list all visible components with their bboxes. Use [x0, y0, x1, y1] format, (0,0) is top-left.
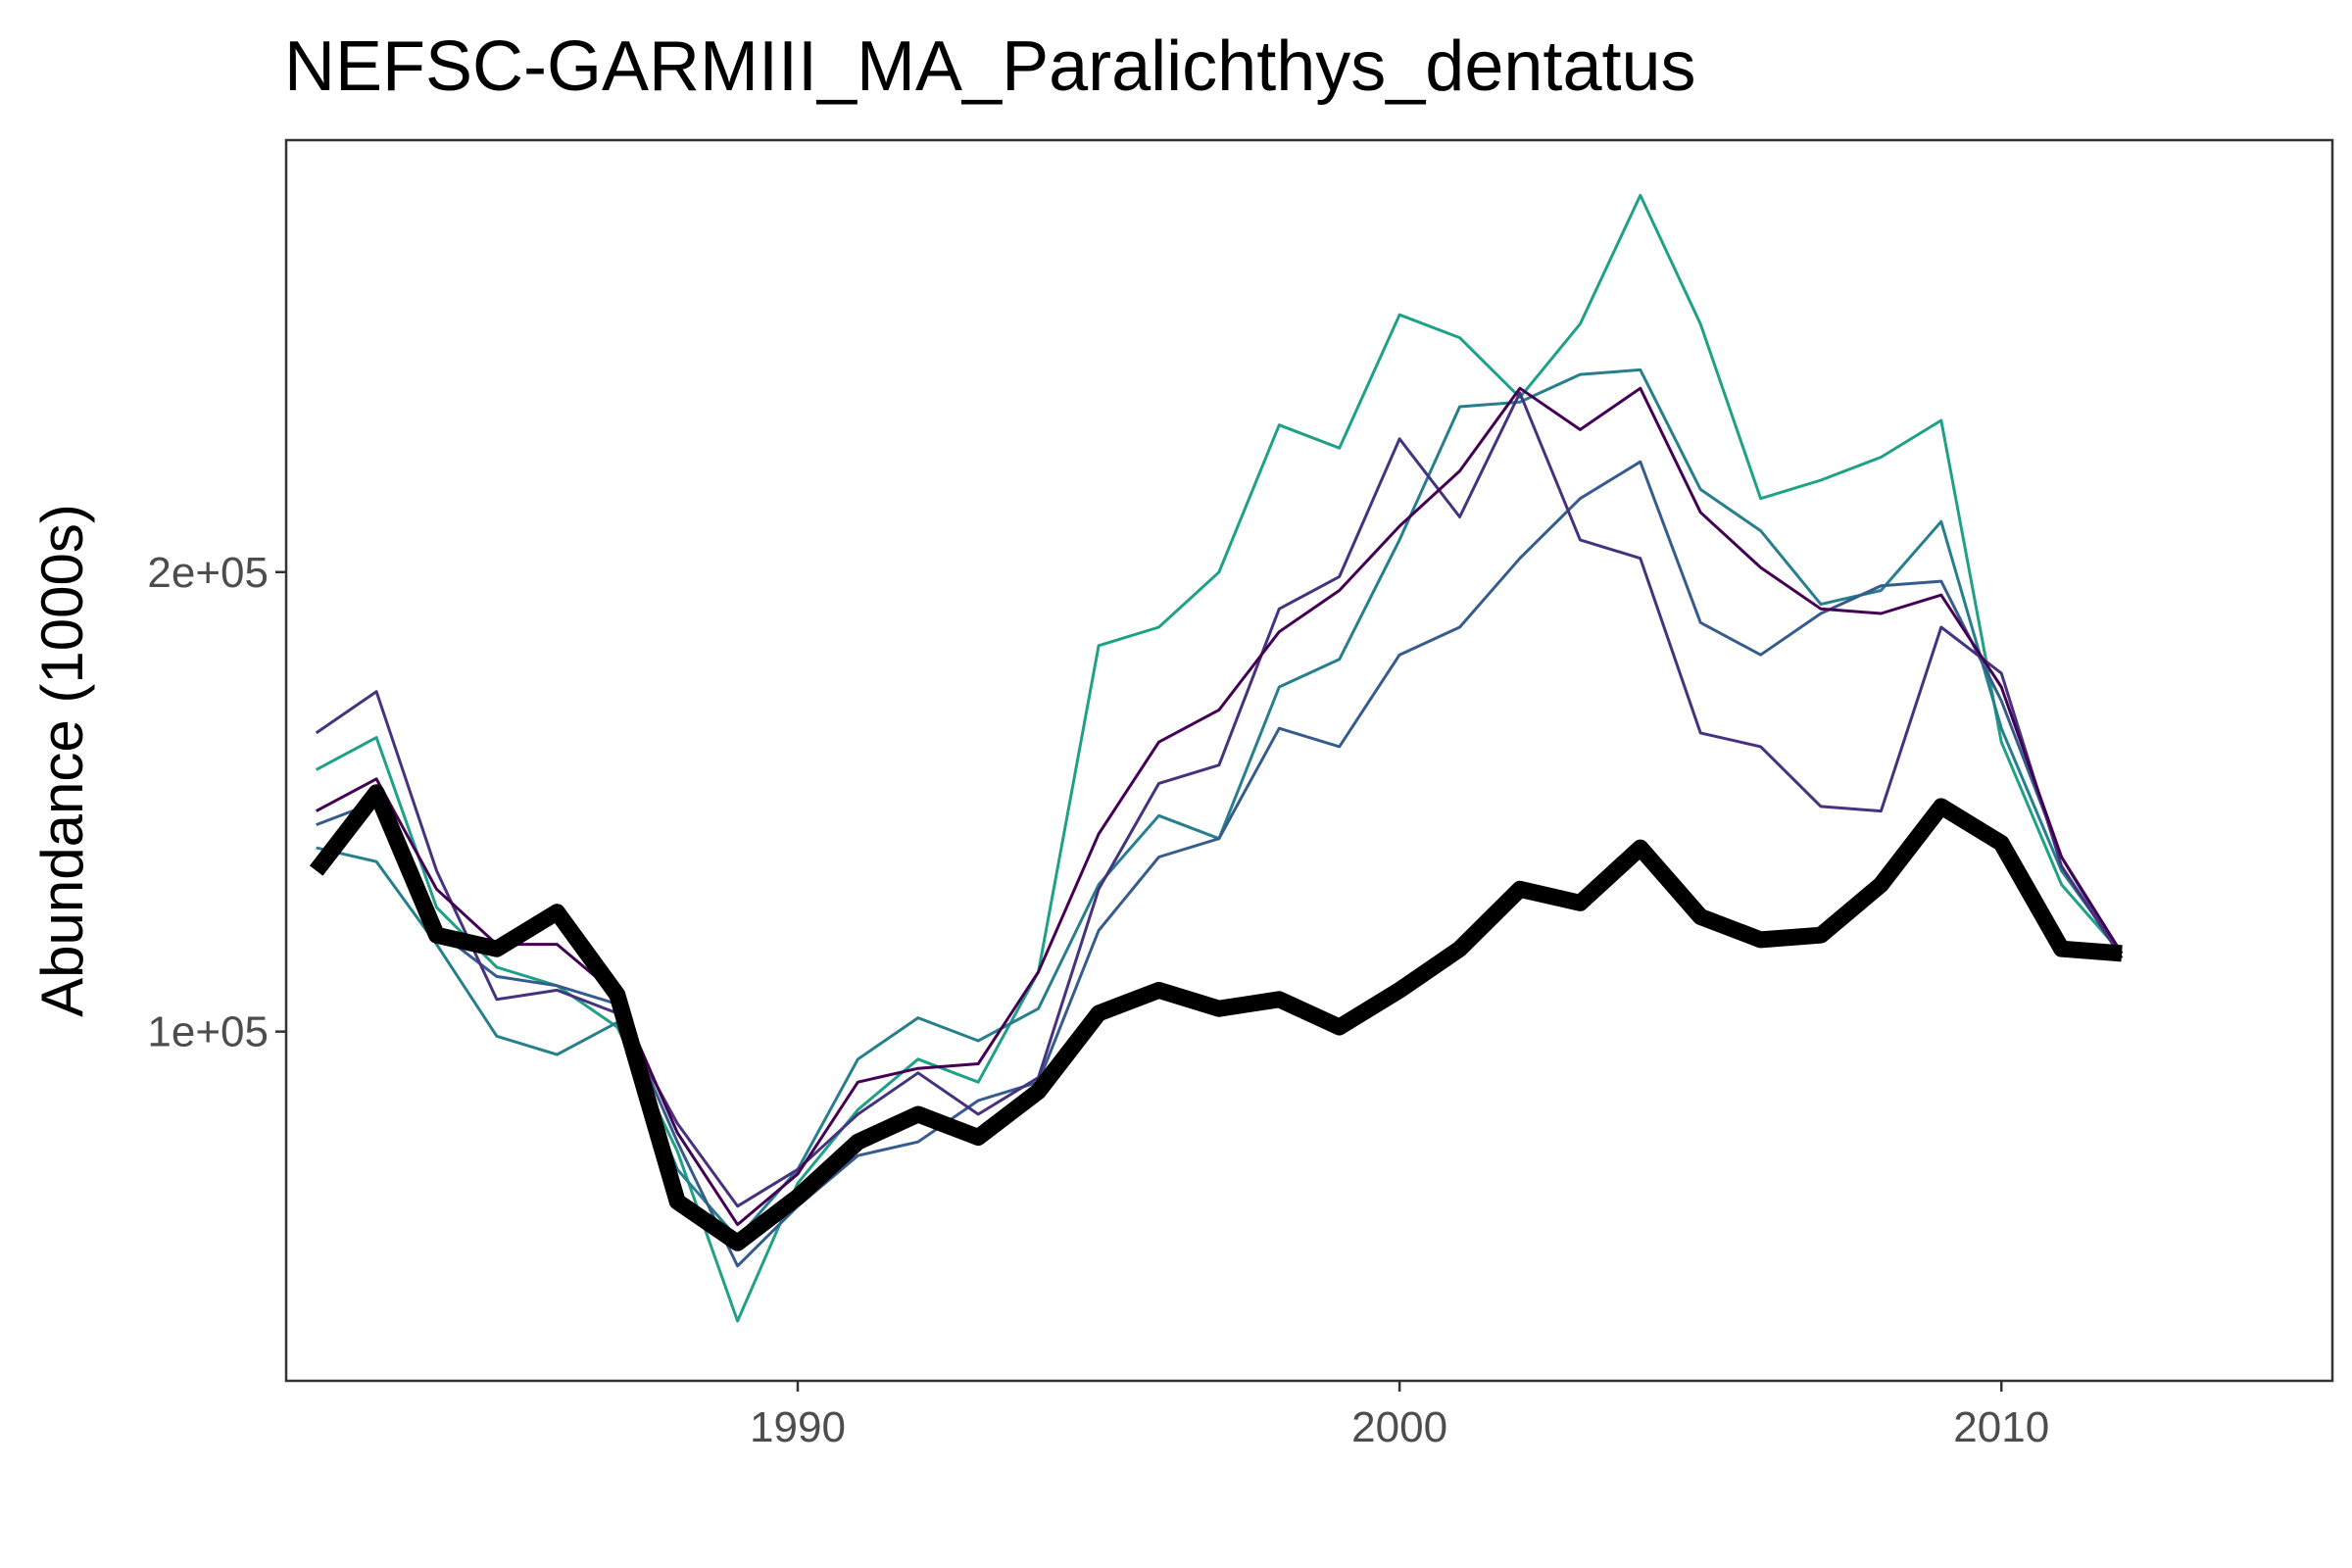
- series-line-1: [315, 193, 2124, 1323]
- y-axis-title: Abundance (1000s): [29, 504, 95, 1017]
- y-tick-label: 2e+05: [147, 549, 269, 597]
- x-tick-label: 2010: [1953, 1403, 2049, 1451]
- y-tick-label: 1e+05: [147, 1008, 269, 1056]
- series-line-bold: [309, 784, 2123, 1251]
- chart-title: NEFSC-GARMIII_MA_Paralichthys_dentatus: [284, 27, 1696, 106]
- x-tick-label: 2000: [1351, 1403, 1447, 1451]
- x-axis: 1990 2000 2010: [750, 1381, 2049, 1451]
- x-tick-label: 1990: [750, 1403, 846, 1451]
- plot-panel: [284, 138, 2334, 1383]
- y-axis: 1e+05 2e+05: [147, 549, 286, 1056]
- series-lines: [309, 193, 2124, 1323]
